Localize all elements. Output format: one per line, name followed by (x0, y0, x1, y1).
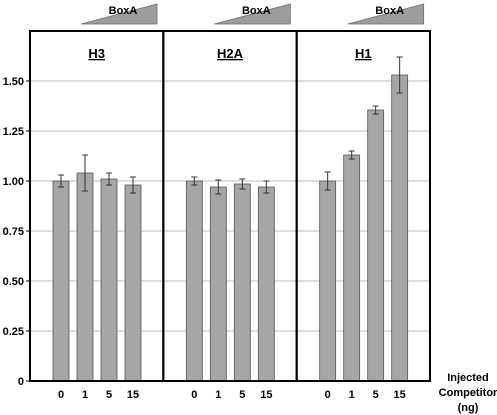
panel-title-h1: H1 (355, 46, 372, 61)
error-bar (372, 105, 379, 115)
bar (257, 186, 275, 382)
panel-titles: H3 H2A H1 (88, 46, 371, 61)
x-tick-label: 15 (127, 389, 139, 401)
x-axis-label-line-3: (ng) (458, 402, 479, 414)
x-tick-label: 1 (82, 389, 88, 401)
x-tick-label: 1 (215, 389, 221, 401)
x-tick-label: 1 (349, 389, 355, 401)
x-axis-label: Injected Competitor (ng) (439, 372, 497, 414)
error-bar (348, 150, 355, 160)
error-bar (130, 176, 136, 194)
error-bar (58, 174, 64, 188)
bar (319, 180, 337, 382)
gridlines (30, 80, 430, 332)
error-bar (324, 171, 331, 191)
y-tick-label: 0 (18, 376, 24, 388)
x-tick-label: 0 (325, 389, 331, 401)
boxa-wedge (214, 3, 291, 25)
x-axis-label-line-1: Injected (447, 372, 489, 384)
x-tick-label: 5 (373, 389, 379, 401)
bar (343, 154, 361, 382)
x-axis-label-line-2: Competitor (439, 387, 497, 399)
error-bar (191, 176, 198, 186)
bar (124, 184, 142, 382)
bar (100, 178, 118, 382)
error-bar (263, 180, 270, 194)
panel-title-h3: H3 (88, 46, 105, 61)
bar (233, 183, 251, 382)
boxa-wedge-label: BoxA (109, 5, 138, 17)
bar (209, 186, 227, 382)
bar (367, 109, 385, 382)
bars (52, 74, 409, 382)
y-tick-label: 1.25 (3, 126, 24, 138)
bar (76, 172, 94, 382)
x-tick-label: 5 (239, 389, 245, 401)
error-bar (396, 56, 403, 94)
panel-frame-h3 (29, 30, 165, 382)
y-tick-label: 1.50 (3, 76, 24, 88)
bar (52, 180, 70, 382)
boxa-wedge-label: BoxA (242, 5, 271, 17)
x-tick-label: 15 (394, 389, 406, 401)
panel-title-h2a: H2A (217, 46, 244, 61)
boxa-wedge-label: BoxA (375, 5, 404, 17)
bar (391, 74, 409, 382)
y-tick-label: 0.50 (3, 276, 24, 288)
y-tick-label: 0.75 (3, 226, 24, 238)
panel-frame-h2a (162, 30, 298, 382)
y-tick-label: 1.00 (3, 176, 24, 188)
x-tick-label: 0 (191, 389, 197, 401)
error-bar (239, 178, 246, 190)
error-bar (106, 172, 112, 186)
x-tick-label: 0 (58, 389, 64, 401)
panel-frames (29, 30, 431, 382)
y-tick-label: 0.25 (3, 326, 24, 338)
x-axis: 0 1 5 15 0 1 5 15 0 1 5 15 (58, 389, 406, 401)
boxa-wedges: BoxA BoxA BoxA (80, 3, 425, 25)
y-axis: 0 0.25 0.50 0.75 1.00 1.25 1.50 (3, 76, 30, 388)
boxa-wedge (80, 3, 158, 25)
x-tick-label: 5 (106, 389, 112, 401)
boxa-wedge (347, 3, 425, 25)
error-bar (82, 154, 88, 192)
error-bars (58, 56, 403, 195)
x-tick-label: 15 (260, 389, 272, 401)
bar (185, 180, 203, 382)
panel-frame-h1 (295, 30, 431, 382)
error-bar (215, 179, 222, 195)
